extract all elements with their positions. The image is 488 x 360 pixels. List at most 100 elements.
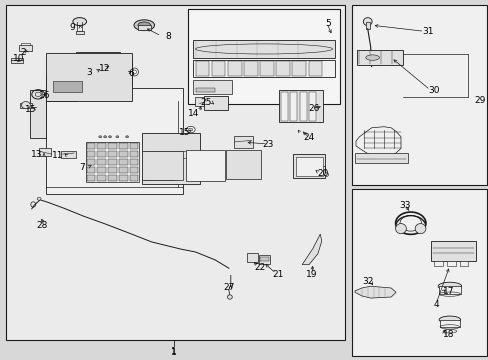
Polygon shape — [302, 234, 321, 265]
Ellipse shape — [125, 136, 128, 138]
Bar — [138, 25, 150, 30]
Bar — [433, 261, 442, 266]
Ellipse shape — [395, 224, 406, 234]
Bar — [290, 92, 297, 121]
Bar — [446, 261, 455, 266]
Text: 21: 21 — [271, 270, 283, 279]
Bar — [193, 40, 334, 58]
Text: 25: 25 — [200, 98, 212, 107]
Bar — [295, 157, 322, 176]
Ellipse shape — [227, 295, 232, 299]
Bar — [365, 22, 369, 29]
Ellipse shape — [438, 316, 460, 323]
Bar — [293, 154, 325, 178]
Bar — [211, 61, 225, 76]
Text: 10: 10 — [13, 54, 24, 63]
Bar — [281, 92, 287, 121]
Bar — [144, 160, 173, 180]
Text: 13: 13 — [31, 150, 42, 159]
Bar — [108, 143, 117, 149]
Bar — [53, 81, 82, 92]
Ellipse shape — [414, 224, 425, 234]
Bar — [292, 61, 305, 76]
Bar — [276, 61, 289, 76]
Bar — [86, 159, 95, 165]
Bar — [185, 150, 224, 181]
Text: 19: 19 — [305, 270, 317, 279]
Bar — [129, 159, 138, 165]
Bar — [20, 103, 32, 108]
Bar — [278, 90, 322, 122]
Bar — [61, 151, 76, 158]
Ellipse shape — [324, 173, 328, 176]
Text: 14: 14 — [187, 109, 199, 118]
Text: 12: 12 — [99, 64, 111, 73]
Ellipse shape — [73, 18, 86, 26]
Bar — [97, 151, 106, 157]
Bar — [129, 175, 138, 181]
Text: 6: 6 — [128, 69, 134, 78]
Bar — [97, 175, 106, 181]
Bar — [97, 159, 106, 165]
Bar — [129, 143, 138, 149]
Bar — [142, 151, 183, 180]
Bar — [244, 61, 257, 76]
Ellipse shape — [106, 61, 116, 68]
Bar — [246, 253, 257, 262]
Ellipse shape — [186, 126, 195, 133]
Bar — [11, 58, 23, 63]
Text: 3: 3 — [86, 68, 92, 77]
Text: 2: 2 — [20, 48, 26, 57]
Text: 32: 32 — [361, 277, 373, 286]
Bar — [119, 167, 127, 173]
Bar — [188, 9, 339, 104]
Ellipse shape — [108, 136, 111, 138]
Text: 23: 23 — [262, 140, 273, 149]
Text: 29: 29 — [473, 96, 485, 105]
Text: 26: 26 — [307, 104, 319, 113]
Bar — [142, 133, 200, 184]
Bar — [6, 5, 344, 340]
Bar — [129, 167, 138, 173]
Text: 17: 17 — [442, 287, 453, 296]
Bar — [351, 5, 486, 185]
Bar — [195, 88, 215, 92]
Bar — [63, 65, 74, 69]
Bar — [225, 150, 261, 179]
Ellipse shape — [134, 20, 154, 31]
Bar — [49, 67, 61, 74]
Bar — [46, 53, 132, 101]
Polygon shape — [30, 52, 132, 138]
Bar — [308, 92, 315, 121]
Bar — [259, 255, 269, 264]
Text: 30: 30 — [427, 86, 439, 95]
Bar — [119, 151, 127, 157]
Polygon shape — [97, 56, 110, 72]
Polygon shape — [354, 286, 395, 298]
Text: 11: 11 — [52, 151, 63, 160]
Bar — [308, 61, 322, 76]
Text: 33: 33 — [398, 201, 410, 210]
Bar — [46, 88, 183, 194]
Bar — [86, 143, 95, 149]
Text: 7: 7 — [79, 163, 85, 172]
Text: 1: 1 — [170, 346, 176, 356]
Bar — [108, 167, 117, 173]
Bar — [119, 143, 127, 149]
Bar — [233, 136, 253, 148]
Ellipse shape — [437, 282, 461, 290]
Bar — [356, 50, 403, 65]
Text: 18: 18 — [442, 330, 453, 338]
Bar — [86, 175, 95, 181]
Text: 9: 9 — [69, 23, 75, 32]
Bar — [97, 167, 106, 173]
Bar — [108, 151, 117, 157]
Bar — [206, 98, 224, 103]
Text: 27: 27 — [223, 283, 234, 292]
Ellipse shape — [138, 22, 150, 28]
Bar — [195, 61, 209, 76]
Bar — [438, 286, 460, 294]
Bar — [459, 261, 468, 266]
Bar — [204, 96, 227, 110]
Text: 20: 20 — [316, 169, 328, 178]
